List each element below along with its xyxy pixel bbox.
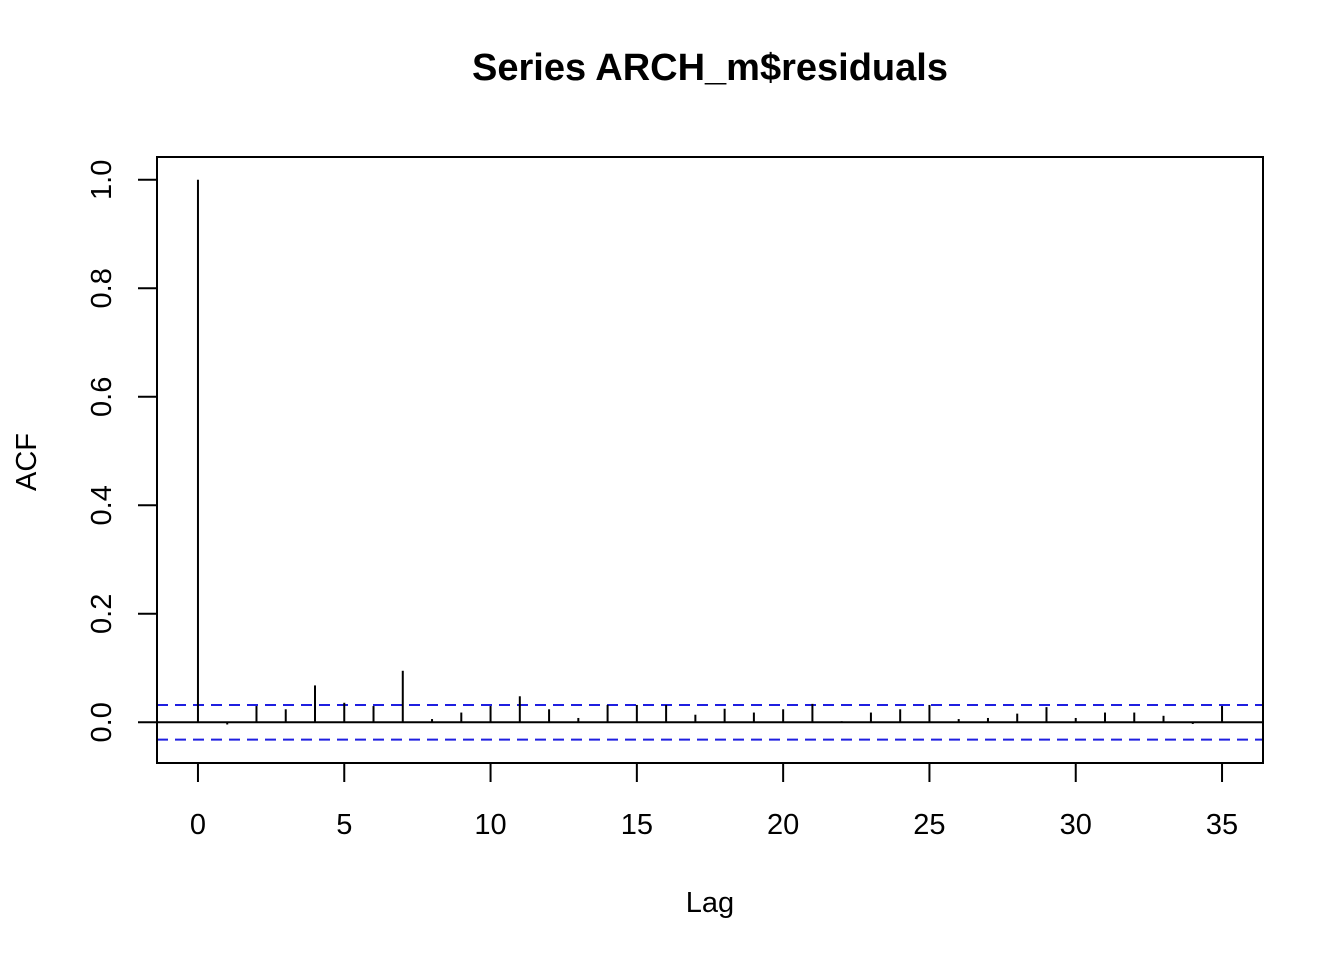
chart-title: Series ARCH_m$residuals: [472, 47, 948, 89]
x-tick-label: 20: [767, 809, 799, 841]
x-tick-label: 15: [621, 809, 653, 841]
x-tick-label: 25: [913, 809, 945, 841]
x-tick-label: 30: [1060, 809, 1092, 841]
y-tick-label: 0.4: [86, 485, 118, 525]
x-tick-label: 0: [190, 809, 206, 841]
y-tick-label: 0.8: [86, 268, 118, 308]
x-tick-label: 35: [1206, 809, 1238, 841]
x-tick-label: 5: [336, 809, 352, 841]
y-axis-label: ACF: [11, 433, 43, 491]
y-tick-label: 1.0: [86, 160, 118, 200]
y-tick-label: 0.0: [86, 702, 118, 742]
x-axis-label: Lag: [686, 887, 734, 919]
x-axis: 0 5 10 15 20 25 30 35: [190, 762, 1238, 841]
y-axis: 0.0 0.2 0.4 0.6 0.8 1.0: [86, 160, 158, 742]
y-tick-label: 0.2: [86, 594, 118, 634]
y-tick-label: 0.6: [86, 377, 118, 417]
x-tick-label: 10: [474, 809, 506, 841]
confidence-lines: [157, 703, 1263, 741]
